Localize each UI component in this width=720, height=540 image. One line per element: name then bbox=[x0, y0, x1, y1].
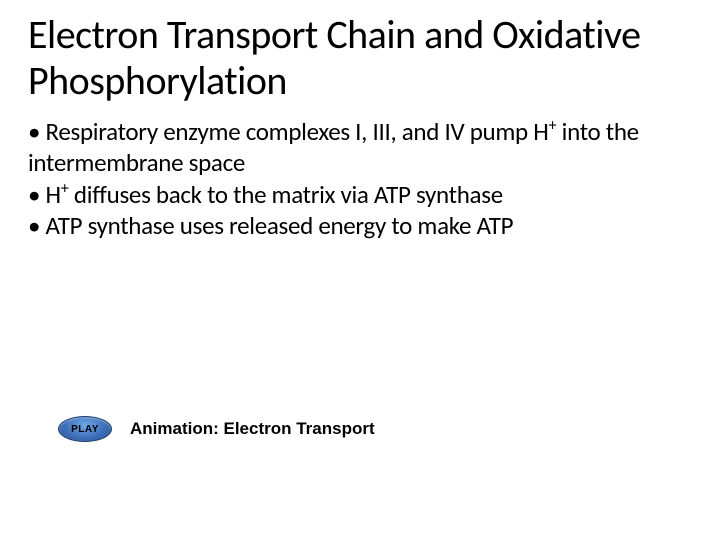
bullet-2-text-pre: • H bbox=[28, 179, 61, 210]
animation-caption: Animation: Electron Transport bbox=[130, 419, 375, 439]
bullet-1: • Respiratory enzyme complexes I, III, a… bbox=[28, 116, 692, 179]
bullet-1-text-pre: • Respiratory enzyme complexes I, III, a… bbox=[28, 116, 549, 147]
play-button-label: PLAY bbox=[71, 424, 99, 435]
superscript-plus: + bbox=[61, 179, 69, 198]
slide-title: Electron Transport Chain and Oxidative P… bbox=[28, 12, 692, 104]
bullet-2-text-post: diffuses back to the matrix via ATP synt… bbox=[69, 179, 503, 210]
play-button[interactable]: PLAY bbox=[58, 416, 112, 442]
bullet-3: • ATP synthase uses released energy to m… bbox=[28, 210, 692, 241]
animation-row: PLAY Animation: Electron Transport bbox=[58, 416, 375, 442]
slide-container: Electron Transport Chain and Oxidative P… bbox=[0, 0, 720, 241]
bullet-list: • Respiratory enzyme complexes I, III, a… bbox=[28, 116, 692, 241]
bullet-2: • H+ diffuses back to the matrix via ATP… bbox=[28, 179, 692, 210]
